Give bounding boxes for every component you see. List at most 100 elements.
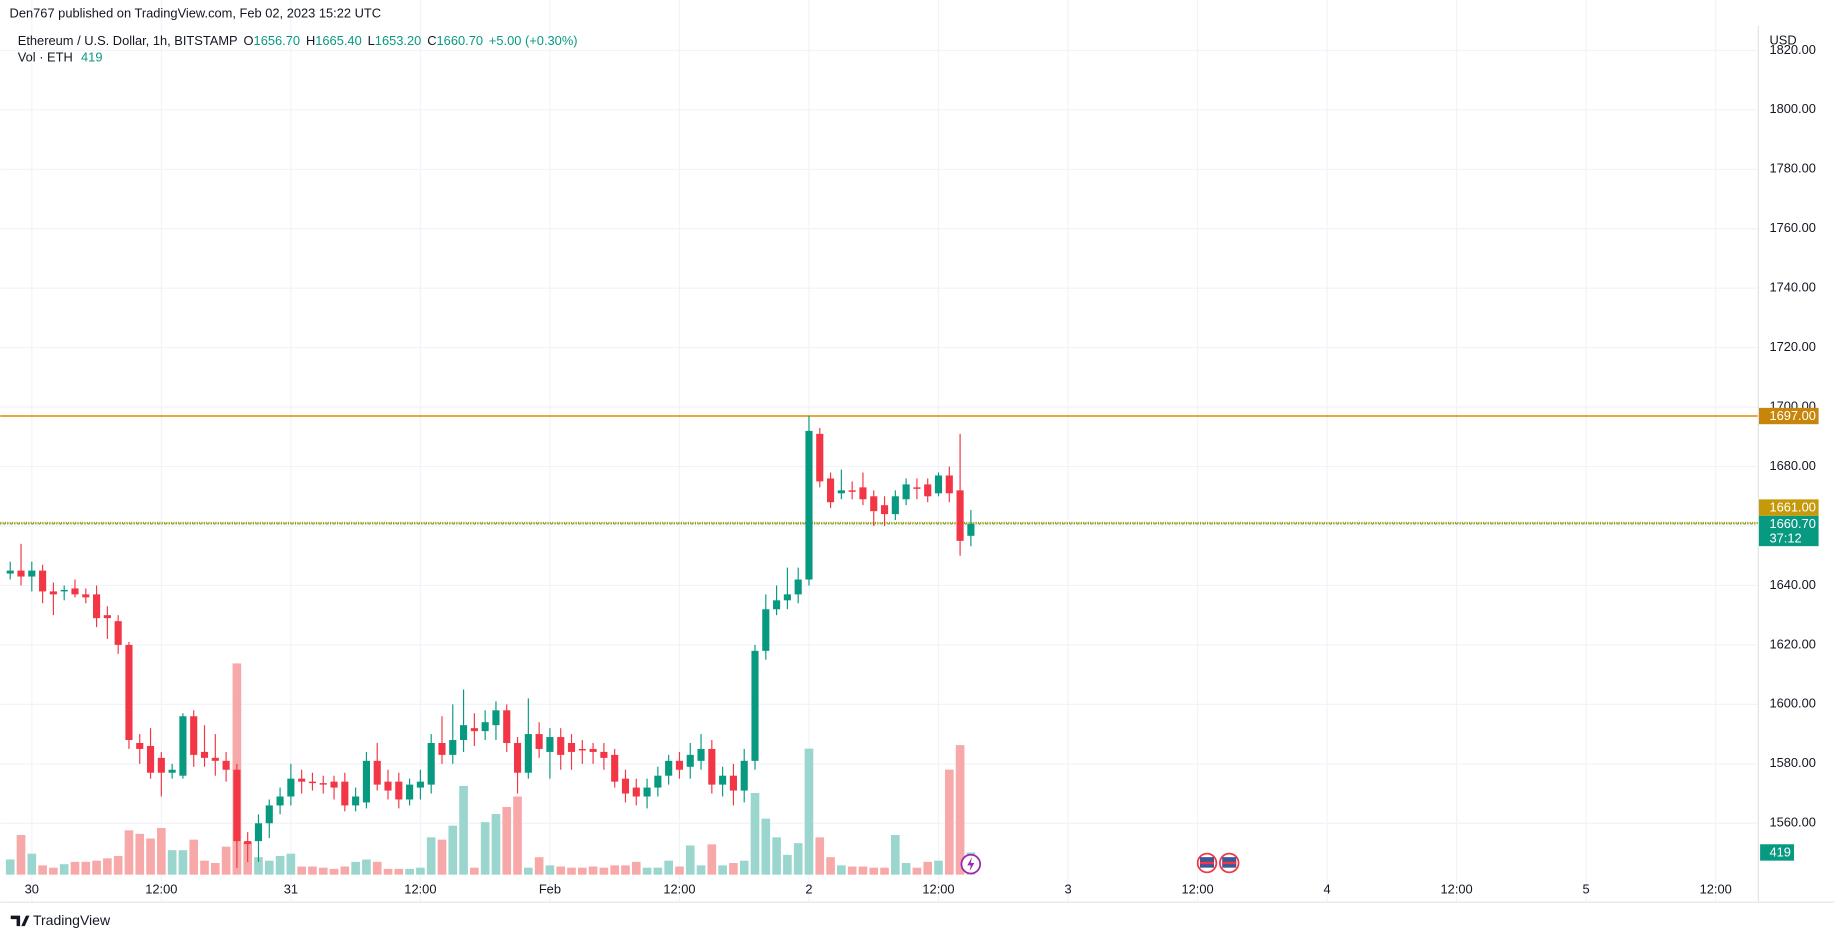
y-tick-label: 1820.00 (1769, 42, 1815, 57)
candle-body (222, 760, 230, 770)
candle-body (870, 496, 878, 512)
candle-body (114, 621, 122, 645)
volume-bar (793, 843, 803, 875)
volume-bar (70, 861, 80, 875)
x-tick-label: 2 (805, 881, 812, 896)
candle-body (557, 737, 565, 755)
candle-body (503, 710, 511, 744)
volume-bar (545, 865, 555, 875)
volume-bar (739, 860, 749, 875)
volume-bar (264, 860, 274, 875)
volume-bar (588, 866, 598, 875)
candle-body (308, 781, 317, 784)
x-tick-label: 5 (1583, 881, 1590, 896)
volume-bar (113, 856, 123, 875)
volume-bar (934, 860, 943, 875)
volume-bar (448, 825, 458, 875)
volume-bar (837, 865, 846, 875)
currency: USD (1769, 32, 1796, 47)
candle-body (794, 579, 802, 595)
volume-bar (394, 868, 404, 875)
legend-line: Ethereum / U.S. Dollar, 1h, BITSTAMP O 16… (18, 33, 578, 48)
change: +5.00 (+0.30%) (489, 33, 578, 48)
y-tick-label: 1580.00 (1769, 755, 1815, 770)
volume-bar (631, 861, 641, 875)
candle-body (93, 594, 101, 619)
volume-bar (200, 860, 209, 875)
candle-body (632, 787, 640, 797)
volume-bar (286, 853, 296, 875)
candle-body (6, 570, 14, 574)
candle-body (729, 775, 737, 791)
volume-bar (210, 863, 220, 875)
candle-body (956, 490, 964, 541)
x-tick-label: 12:00 (404, 881, 436, 896)
candle-body (49, 591, 57, 595)
volume-bar (405, 868, 414, 875)
volume-bar (426, 837, 436, 875)
candle-body (103, 615, 111, 619)
volume-bar (944, 769, 954, 875)
candle-body (200, 751, 209, 758)
volume-bar (653, 867, 663, 875)
event-icons (960, 852, 1240, 875)
open-key: O (244, 33, 254, 48)
candle-body (665, 760, 673, 776)
candle-body (384, 781, 392, 791)
volume-bar (556, 866, 566, 875)
last-price-badge (1758, 515, 1819, 547)
volume-badge-label: 419 (1769, 844, 1790, 859)
volume-bar (103, 858, 112, 875)
volume-bar (858, 866, 868, 875)
volume-bar (491, 813, 501, 875)
volume-bar (178, 850, 188, 875)
volume-bar (340, 866, 350, 875)
low-value: 1653.20 (375, 33, 421, 48)
x-tick-label: 12:00 (1441, 881, 1473, 896)
candle-body (82, 594, 90, 598)
volume-bar (524, 867, 533, 875)
candle-body (28, 570, 36, 577)
candle-body (643, 787, 651, 797)
candle-body (406, 784, 414, 800)
horizontal-line-badge (1758, 407, 1819, 425)
event-icon-bolt (967, 857, 975, 872)
candle-body (341, 781, 349, 806)
candle-body (265, 805, 273, 824)
candle-body (578, 748, 586, 751)
volume-bar (383, 868, 393, 875)
grid (0, 0, 1758, 902)
volume-bar (685, 845, 695, 875)
volume-bar (135, 833, 145, 875)
volume-badge (1760, 844, 1795, 861)
volume-bar (761, 818, 771, 875)
candle-body (319, 783, 327, 785)
volume-bar (955, 745, 965, 875)
candle-body (276, 796, 284, 806)
candle-body (71, 588, 79, 595)
candle-body (837, 490, 845, 494)
volume-bar (459, 785, 468, 875)
logo-text: TradingView (33, 912, 111, 928)
event-flag-stripe (1222, 861, 1237, 865)
volume-bar (308, 866, 317, 875)
volume-bar (157, 827, 166, 875)
volume-bar (718, 865, 727, 875)
volume-bar (92, 860, 101, 875)
volume-bar (567, 867, 576, 875)
candle-body (427, 743, 435, 785)
price-lines (0, 415, 1758, 525)
candle-body (783, 594, 791, 601)
close-value: 1660.70 (437, 33, 483, 48)
candle-body (773, 600, 781, 610)
volume-bar (5, 859, 15, 875)
candle-body (481, 722, 489, 732)
volume-bar (329, 868, 339, 875)
volume-bar (901, 863, 911, 875)
symbol: Ethereum / U.S. Dollar, 1h, BITSTAMP (18, 33, 238, 48)
candle-body (611, 754, 619, 782)
x-tick-label: 4 (1324, 881, 1331, 896)
candle-body (233, 769, 241, 842)
